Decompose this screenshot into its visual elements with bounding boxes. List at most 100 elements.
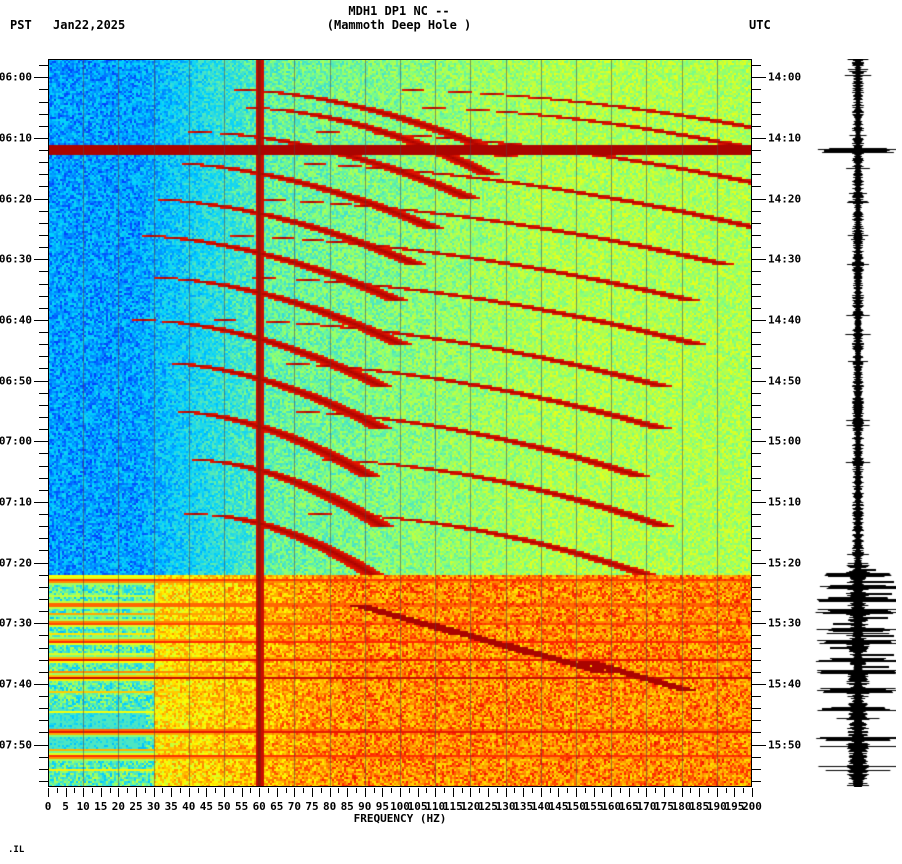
time-label-utc: 15:00 — [768, 434, 802, 448]
time-tick-utc — [752, 210, 761, 212]
frequency-label: 165 — [618, 800, 639, 813]
frequency-tick — [523, 788, 525, 797]
corner-mark: .IL — [8, 845, 25, 855]
time-tick-pst — [39, 344, 48, 346]
time-tick-utc — [752, 392, 761, 394]
time-tick-pst — [39, 429, 48, 431]
time-tick-pst — [39, 720, 48, 722]
frequency-tick — [118, 788, 120, 797]
frequency-tick — [444, 788, 445, 793]
frequency-label: 200 — [742, 800, 762, 813]
time-tick-utc — [752, 174, 761, 176]
time-tick-utc — [752, 708, 761, 710]
time-tick-utc — [752, 501, 766, 503]
frequency-tick — [276, 788, 278, 797]
frequency-tick — [303, 788, 305, 793]
frequency-axis-label: FREQUENCY (HZ) — [353, 812, 447, 825]
time-tick-utc — [752, 222, 761, 224]
frequency-tick — [74, 788, 76, 793]
frequency-label: 70 — [287, 800, 302, 813]
time-tick-utc — [752, 101, 761, 103]
frequency-tick — [294, 788, 296, 797]
frequency-tick — [452, 788, 454, 797]
time-tick-pst — [39, 125, 48, 127]
time-label-utc: 14:10 — [768, 131, 802, 145]
frequency-tick — [171, 788, 173, 797]
time-tick-utc — [752, 635, 761, 637]
time-label-utc: 14:50 — [768, 374, 802, 387]
frequency-label: 175 — [654, 800, 674, 813]
frequency-label: 75 — [305, 800, 319, 813]
frequency-tick — [364, 788, 366, 797]
frequency-tick — [312, 788, 313, 797]
time-tick-utc — [752, 113, 761, 115]
time-label-pst: 07:20 — [0, 556, 32, 569]
time-tick-pst — [39, 247, 48, 249]
time-tick-pst — [39, 489, 48, 491]
time-label-pst: 06:30 — [0, 252, 32, 266]
time-tick-pst — [39, 186, 48, 188]
time-tick-pst — [39, 210, 48, 212]
seismogram-trace — [812, 59, 896, 787]
frequency-label: 160 — [601, 800, 622, 813]
frequency-tick — [250, 788, 252, 793]
frequency-label: 65 — [270, 800, 284, 813]
time-label-utc: 15:30 — [768, 616, 802, 630]
time-tick-utc — [752, 295, 761, 297]
frequency-tick — [655, 788, 657, 793]
time-tick-pst — [39, 283, 48, 285]
frequency-tick — [65, 788, 67, 797]
time-tick-utc — [752, 89, 761, 91]
time-tick-utc — [752, 429, 761, 431]
frequency-label: 195 — [724, 800, 745, 813]
time-tick-pst — [39, 162, 48, 164]
time-tick-utc — [752, 125, 761, 127]
time-tick-utc — [752, 744, 766, 746]
time-tick-utc — [752, 720, 761, 722]
frequency-tick — [752, 788, 753, 797]
frequency-tick — [338, 788, 340, 793]
frequency-tick — [426, 788, 428, 793]
frequency-label: 80 — [322, 800, 337, 813]
frequency-tick — [259, 788, 261, 797]
time-label-pst: 07:40 — [0, 677, 32, 691]
time-label-pst: 07:00 — [0, 434, 32, 448]
frequency-label: 135 — [513, 800, 534, 813]
frequency-tick — [400, 788, 401, 797]
time-tick-utc — [752, 344, 761, 346]
time-tick-utc — [752, 150, 761, 151]
time-tick-pst — [39, 708, 48, 710]
frequency-tick — [628, 788, 630, 797]
frequency-tick — [347, 788, 349, 797]
time-tick-pst — [39, 647, 48, 649]
time-tick-pst — [39, 659, 48, 661]
time-tick-utc — [752, 259, 766, 261]
frequency-tick — [408, 788, 410, 793]
time-tick-utc — [752, 332, 761, 333]
time-tick-pst — [39, 356, 48, 358]
frequency-tick — [109, 788, 111, 793]
time-axis-pst: 06:00 06:10 06:20 06:30 06:40 06:50 07:00 07:10… — [0, 59, 752, 787]
frequency-tick — [180, 788, 181, 793]
time-tick-pst — [39, 89, 48, 91]
time-tick-utc — [752, 659, 761, 661]
date-label: Jan22,2025 — [53, 18, 126, 32]
frequency-tick — [681, 788, 683, 797]
frequency-tick — [285, 788, 287, 793]
time-tick-utc — [752, 234, 761, 236]
time-tick-pst — [39, 416, 48, 418]
spectrogram-plot — [48, 59, 752, 787]
time-label-pst: 07:50 — [0, 738, 32, 751]
frequency-label: 105 — [407, 800, 428, 813]
time-label-pst: 06:10 — [0, 131, 32, 145]
frequency-tick — [197, 788, 199, 793]
time-tick-pst — [39, 65, 48, 67]
frequency-tick — [100, 788, 102, 797]
time-tick-pst — [34, 319, 48, 321]
time-tick-utc — [752, 780, 761, 782]
time-label-utc: 15:40 — [768, 677, 802, 691]
time-tick-utc — [752, 162, 761, 164]
time-tick-pst — [34, 683, 48, 685]
frequency-tick — [241, 788, 243, 797]
time-tick-pst — [39, 696, 48, 697]
